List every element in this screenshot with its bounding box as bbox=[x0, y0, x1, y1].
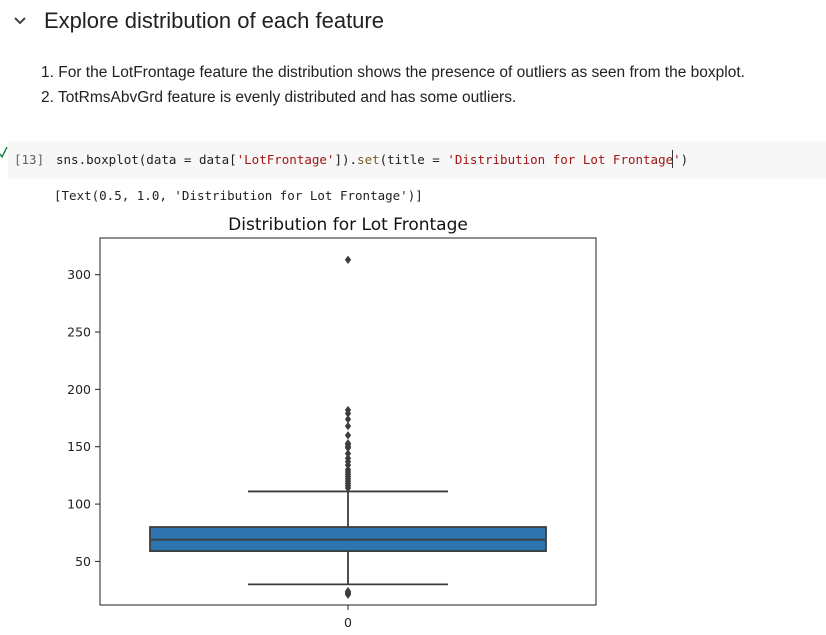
section-title: Explore distribution of each feature bbox=[44, 8, 384, 33]
x-tick-label: 0 bbox=[344, 615, 352, 630]
outlier-point bbox=[344, 415, 352, 424]
note-item-2: 2. TotRmsAbvGrd feature is evenly distri… bbox=[41, 89, 517, 106]
outlier-point bbox=[344, 465, 352, 474]
chevron-down-icon[interactable] bbox=[10, 11, 30, 31]
code-token: set bbox=[357, 152, 380, 167]
y-tick-label: 50 bbox=[75, 554, 91, 569]
note-item-1: 1. For the LotFrontage feature the distr… bbox=[41, 64, 745, 81]
code-token: 'LotFrontage' bbox=[236, 152, 335, 167]
code-token: sns.boxplot(data = data[ bbox=[56, 152, 237, 167]
check-icon bbox=[0, 146, 8, 160]
outlier-point bbox=[344, 449, 352, 458]
y-tick-label: 200 bbox=[67, 382, 91, 397]
code-token: (title = bbox=[379, 152, 448, 167]
code-token: 'Distribution for Lot Frontage' bbox=[447, 152, 681, 167]
outlier-point bbox=[344, 454, 352, 463]
y-tick-label: 250 bbox=[67, 325, 91, 340]
notes-list: 1. For the LotFrontage feature the distr… bbox=[41, 60, 745, 110]
code-cell[interactable] bbox=[8, 141, 826, 179]
outlier-point bbox=[344, 587, 352, 596]
code-token: ]). bbox=[334, 152, 358, 167]
y-tick-label: 100 bbox=[67, 497, 91, 512]
code-token: ) bbox=[680, 152, 689, 167]
code-line[interactable]: sns.boxplot(data = data['LotFrontage']).… bbox=[56, 152, 688, 167]
outlier-point bbox=[344, 439, 352, 448]
y-tick-label: 150 bbox=[67, 439, 91, 454]
section-header: Explore distribution of each feature bbox=[10, 4, 384, 38]
execution-count: [13] bbox=[14, 152, 45, 167]
y-tick-label: 300 bbox=[67, 267, 91, 282]
outlier-point bbox=[344, 405, 352, 415]
chart-title: Distribution for Lot Frontage bbox=[228, 215, 468, 235]
outlier-point bbox=[344, 421, 352, 431]
boxplot-chart: Distribution for Lot Frontage 50 100 150 200… bbox=[67, 215, 597, 630]
cell-output-text: [Text(0.5, 1.0, 'Distribution for Lot Fr… bbox=[54, 188, 423, 203]
outlier-point bbox=[344, 255, 352, 264]
outlier-point bbox=[344, 431, 352, 440]
text-cursor bbox=[672, 150, 673, 168]
